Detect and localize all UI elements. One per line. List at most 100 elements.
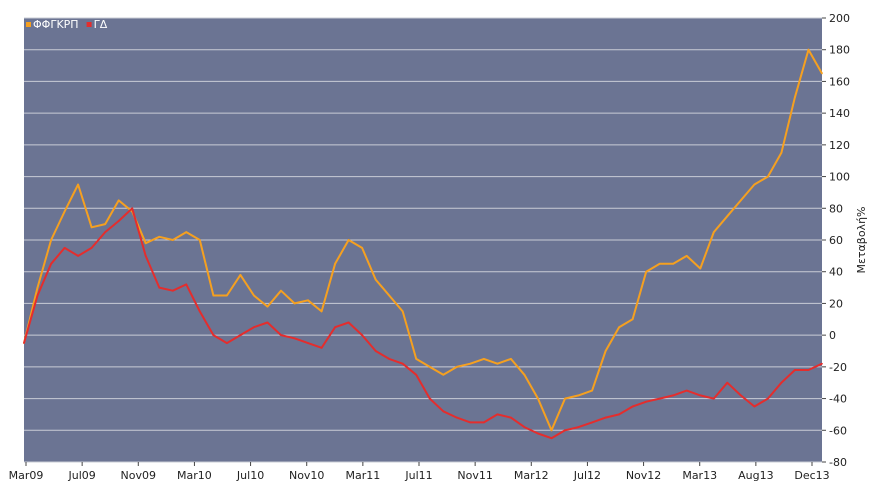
x-axis-ticks: Mar09 Jul09 Nov09 Mar10 Jul10 Nov10 Mar11 Jul11…: [9, 462, 830, 482]
data-point: [767, 397, 769, 400]
x-tick-label: Mar12: [514, 469, 549, 482]
data-point: [442, 410, 445, 413]
y-tick-label: 120: [829, 139, 850, 152]
gridlines: [24, 17, 822, 463]
data-point: [442, 373, 445, 376]
data-point: [537, 397, 539, 400]
data-point: [591, 421, 593, 424]
data-point: [104, 223, 106, 225]
legend-label: ΦΦΓΚΡΠ: [33, 18, 79, 31]
data-point: [780, 381, 783, 384]
y-tick-label: -20: [829, 361, 847, 374]
data-point: [672, 394, 675, 397]
data-point: [794, 369, 796, 371]
data-point: [90, 247, 93, 249]
data-point: [456, 416, 458, 419]
data-point: [645, 400, 647, 403]
data-point: [320, 347, 323, 349]
data-point: [712, 397, 715, 400]
data-point: [645, 270, 647, 273]
data-point: [807, 369, 810, 371]
data-point: [226, 342, 228, 344]
data-point: [23, 342, 25, 344]
data-point: [117, 220, 120, 222]
data-point: [523, 426, 526, 428]
data-point: [523, 373, 526, 376]
x-tick-label: Mar11: [345, 469, 380, 482]
y-tick-label: 20: [829, 297, 843, 310]
x-tick-label: Nov10: [289, 469, 324, 482]
data-point: [36, 294, 39, 297]
y-tick-label: 180: [829, 44, 850, 57]
data-point: [510, 416, 512, 419]
data-point: [726, 215, 729, 218]
data-point: [77, 183, 79, 186]
y-tick-label: 0: [829, 329, 836, 342]
y-tick-label: 160: [829, 75, 850, 88]
data-point: [496, 362, 499, 365]
data-point: [740, 394, 742, 397]
series-line-2: [23, 207, 823, 440]
data-point: [347, 321, 350, 324]
y-tick-label: 100: [829, 171, 850, 184]
data-point: [212, 334, 215, 336]
data-point: [496, 413, 499, 416]
data-point: [604, 350, 607, 352]
x-tick-label: Mar10: [177, 469, 212, 482]
data-point: [158, 286, 161, 289]
data-point: [483, 421, 485, 424]
data-point: [388, 294, 390, 297]
series-layer: [23, 48, 823, 440]
data-point: [415, 373, 418, 376]
data-point: [320, 310, 323, 313]
data-point: [280, 334, 282, 336]
data-point: [631, 318, 634, 321]
data-point: [50, 262, 52, 265]
y-tick-label: 140: [829, 107, 850, 120]
data-point: [388, 358, 390, 360]
data-point: [36, 286, 39, 289]
data-point: [564, 429, 566, 432]
y-tick-label: 60: [829, 234, 843, 247]
y-axis-label: Μεταβολή%: [855, 207, 868, 274]
data-point: [50, 239, 52, 241]
y-tick-label: 40: [829, 266, 843, 279]
data-point: [293, 337, 296, 340]
data-point: [239, 334, 242, 336]
x-tick-label: Nov12: [626, 469, 661, 482]
data-point: [753, 183, 756, 186]
x-tick-label: Jul09: [68, 469, 96, 482]
data-point: [577, 394, 580, 397]
data-point: [266, 321, 269, 324]
y-tick-label: -60: [829, 424, 847, 437]
data-point: [199, 310, 201, 313]
data-point: [401, 310, 404, 313]
data-point: [226, 294, 228, 297]
data-point: [334, 326, 336, 329]
legend-swatch: [86, 22, 92, 27]
data-point: [401, 362, 404, 365]
data-point: [90, 226, 93, 229]
data-point: [428, 366, 431, 368]
data-point: [537, 432, 539, 435]
legend-swatch: [26, 22, 31, 27]
data-point: [740, 199, 742, 202]
data-point: [199, 239, 201, 241]
data-point: [63, 247, 66, 249]
data-point: [104, 231, 106, 233]
data-point: [171, 289, 174, 292]
data-point: [361, 247, 363, 249]
data-point: [293, 302, 296, 305]
data-point: [726, 381, 729, 384]
x-tick-label: Aug13: [738, 469, 773, 482]
data-point: [415, 358, 418, 360]
x-tick-label: Jul12: [573, 469, 601, 482]
data-point: [63, 210, 66, 213]
data-point: [658, 397, 661, 400]
data-point: [631, 405, 634, 408]
x-tick-label: Nov09: [121, 469, 156, 482]
data-point: [253, 294, 255, 297]
x-tick-label: Mar09: [9, 469, 44, 482]
